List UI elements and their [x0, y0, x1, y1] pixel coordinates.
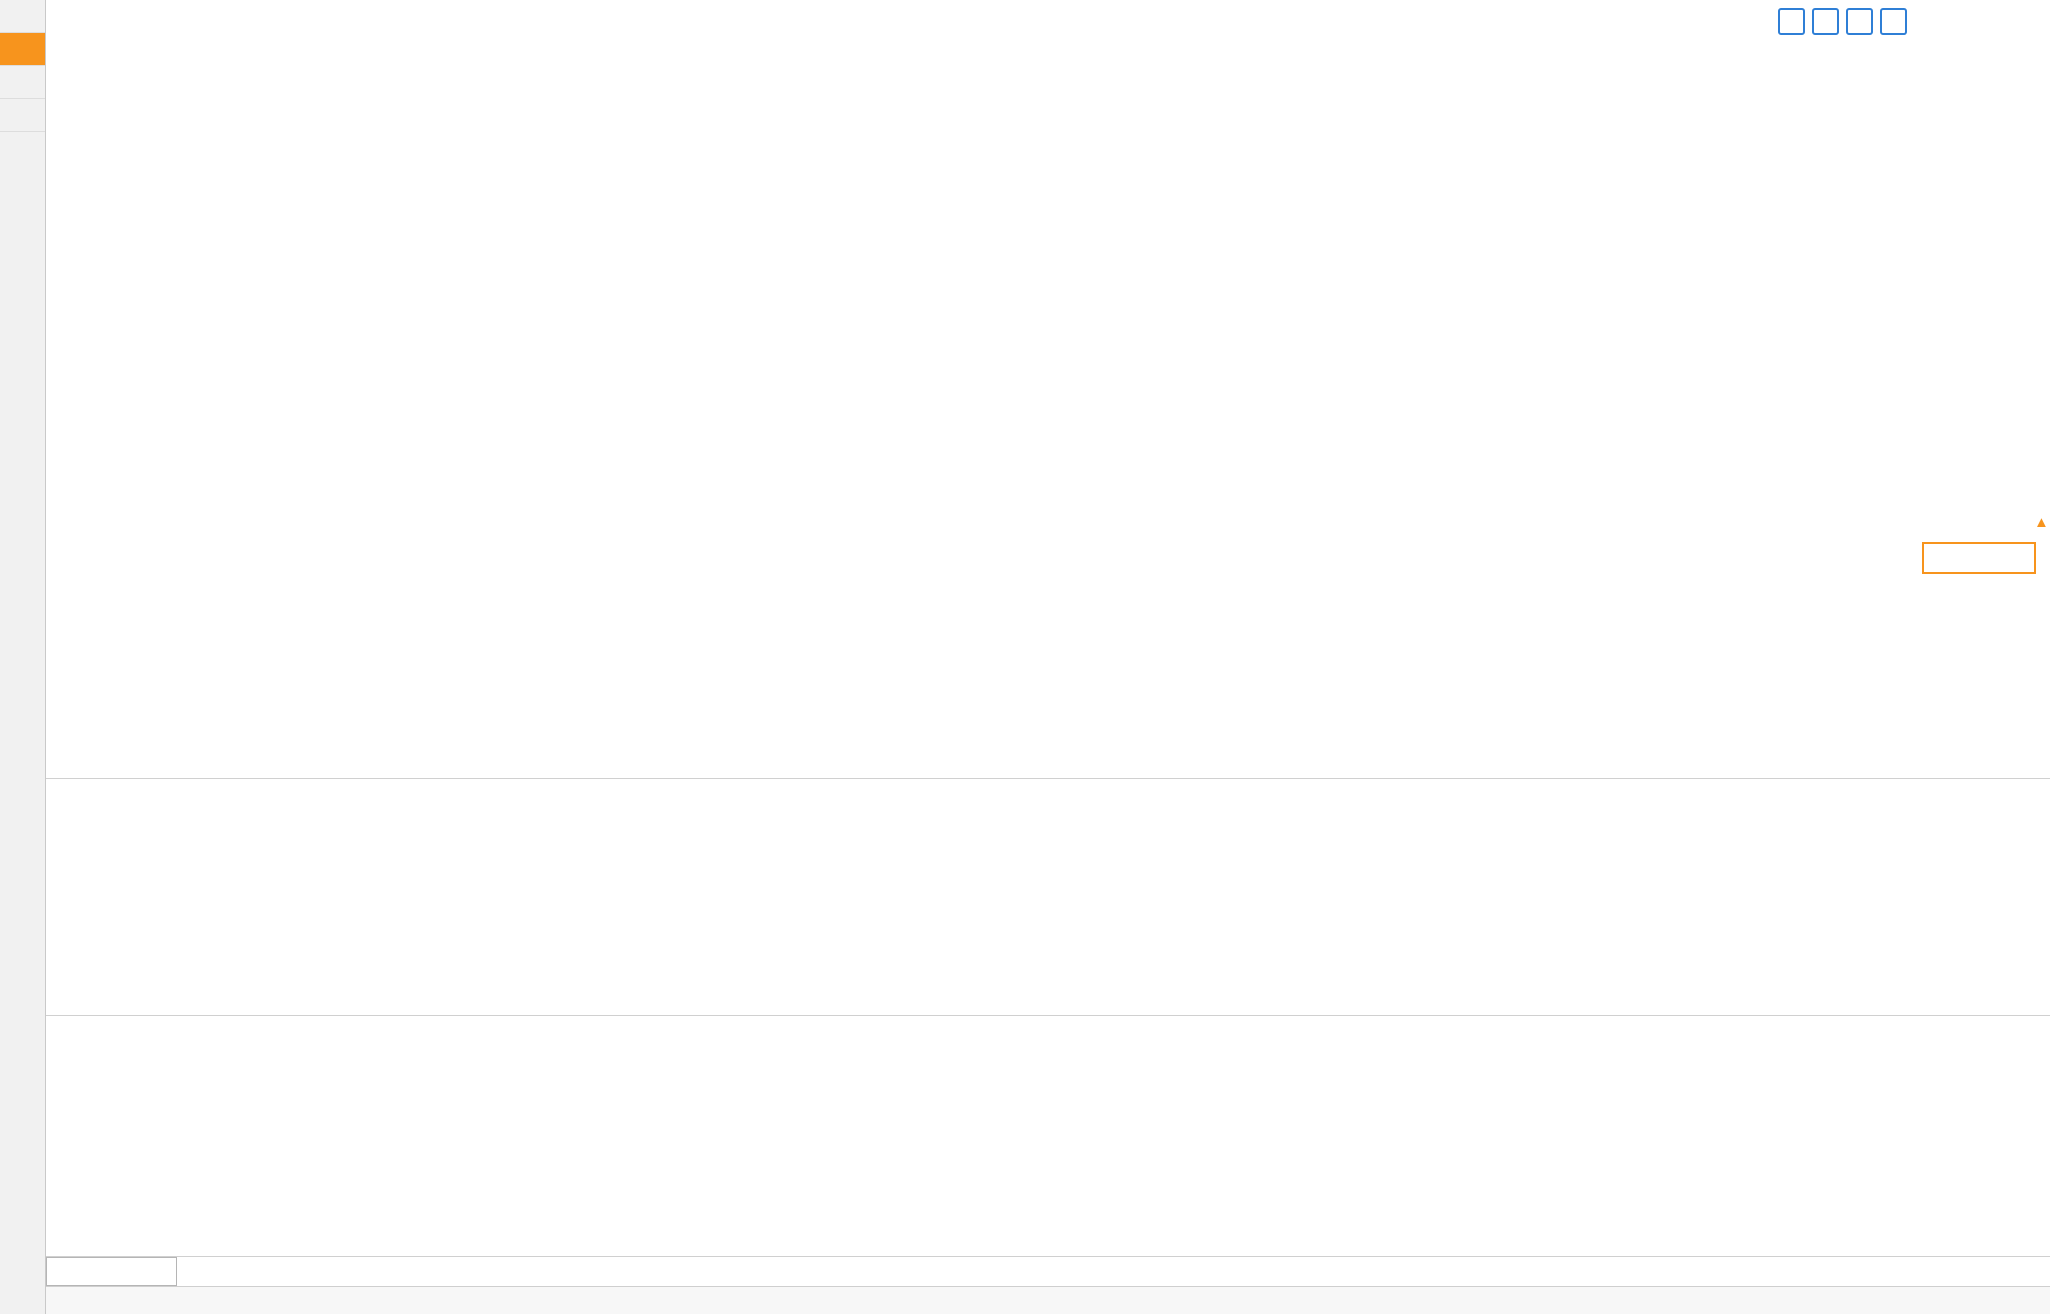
play-forward-icon[interactable]: [1880, 8, 1907, 35]
chart-toolbar: [1778, 8, 1907, 35]
period-selector[interactable]: [46, 1257, 177, 1286]
sidebar-item-lightning-chart[interactable]: [0, 66, 45, 99]
sidebar-item-timeline-chart[interactable]: [0, 0, 45, 33]
candlestick-chart[interactable]: [177, 26, 1910, 775]
kline-style-icon[interactable]: [1846, 8, 1873, 35]
price-up-arrow-icon: ▲: [2034, 514, 2049, 531]
sidebar-item-contract-info[interactable]: [0, 99, 45, 132]
current-price-tag: [1922, 542, 2036, 574]
sidebar: [0, 0, 46, 1314]
rsi-chart[interactable]: [177, 1050, 1910, 1255]
macd-chart[interactable]: [177, 800, 1910, 1012]
indicator-tab-bar: [46, 1286, 2050, 1314]
grid-layout-icon[interactable]: [1778, 8, 1805, 35]
sidebar-item-kline-chart[interactable]: [0, 33, 45, 66]
panel-divider: [46, 778, 2050, 779]
panel-layout-icon[interactable]: [1812, 8, 1839, 35]
panel-divider: [46, 1015, 2050, 1016]
panel-divider: [46, 1256, 2050, 1257]
